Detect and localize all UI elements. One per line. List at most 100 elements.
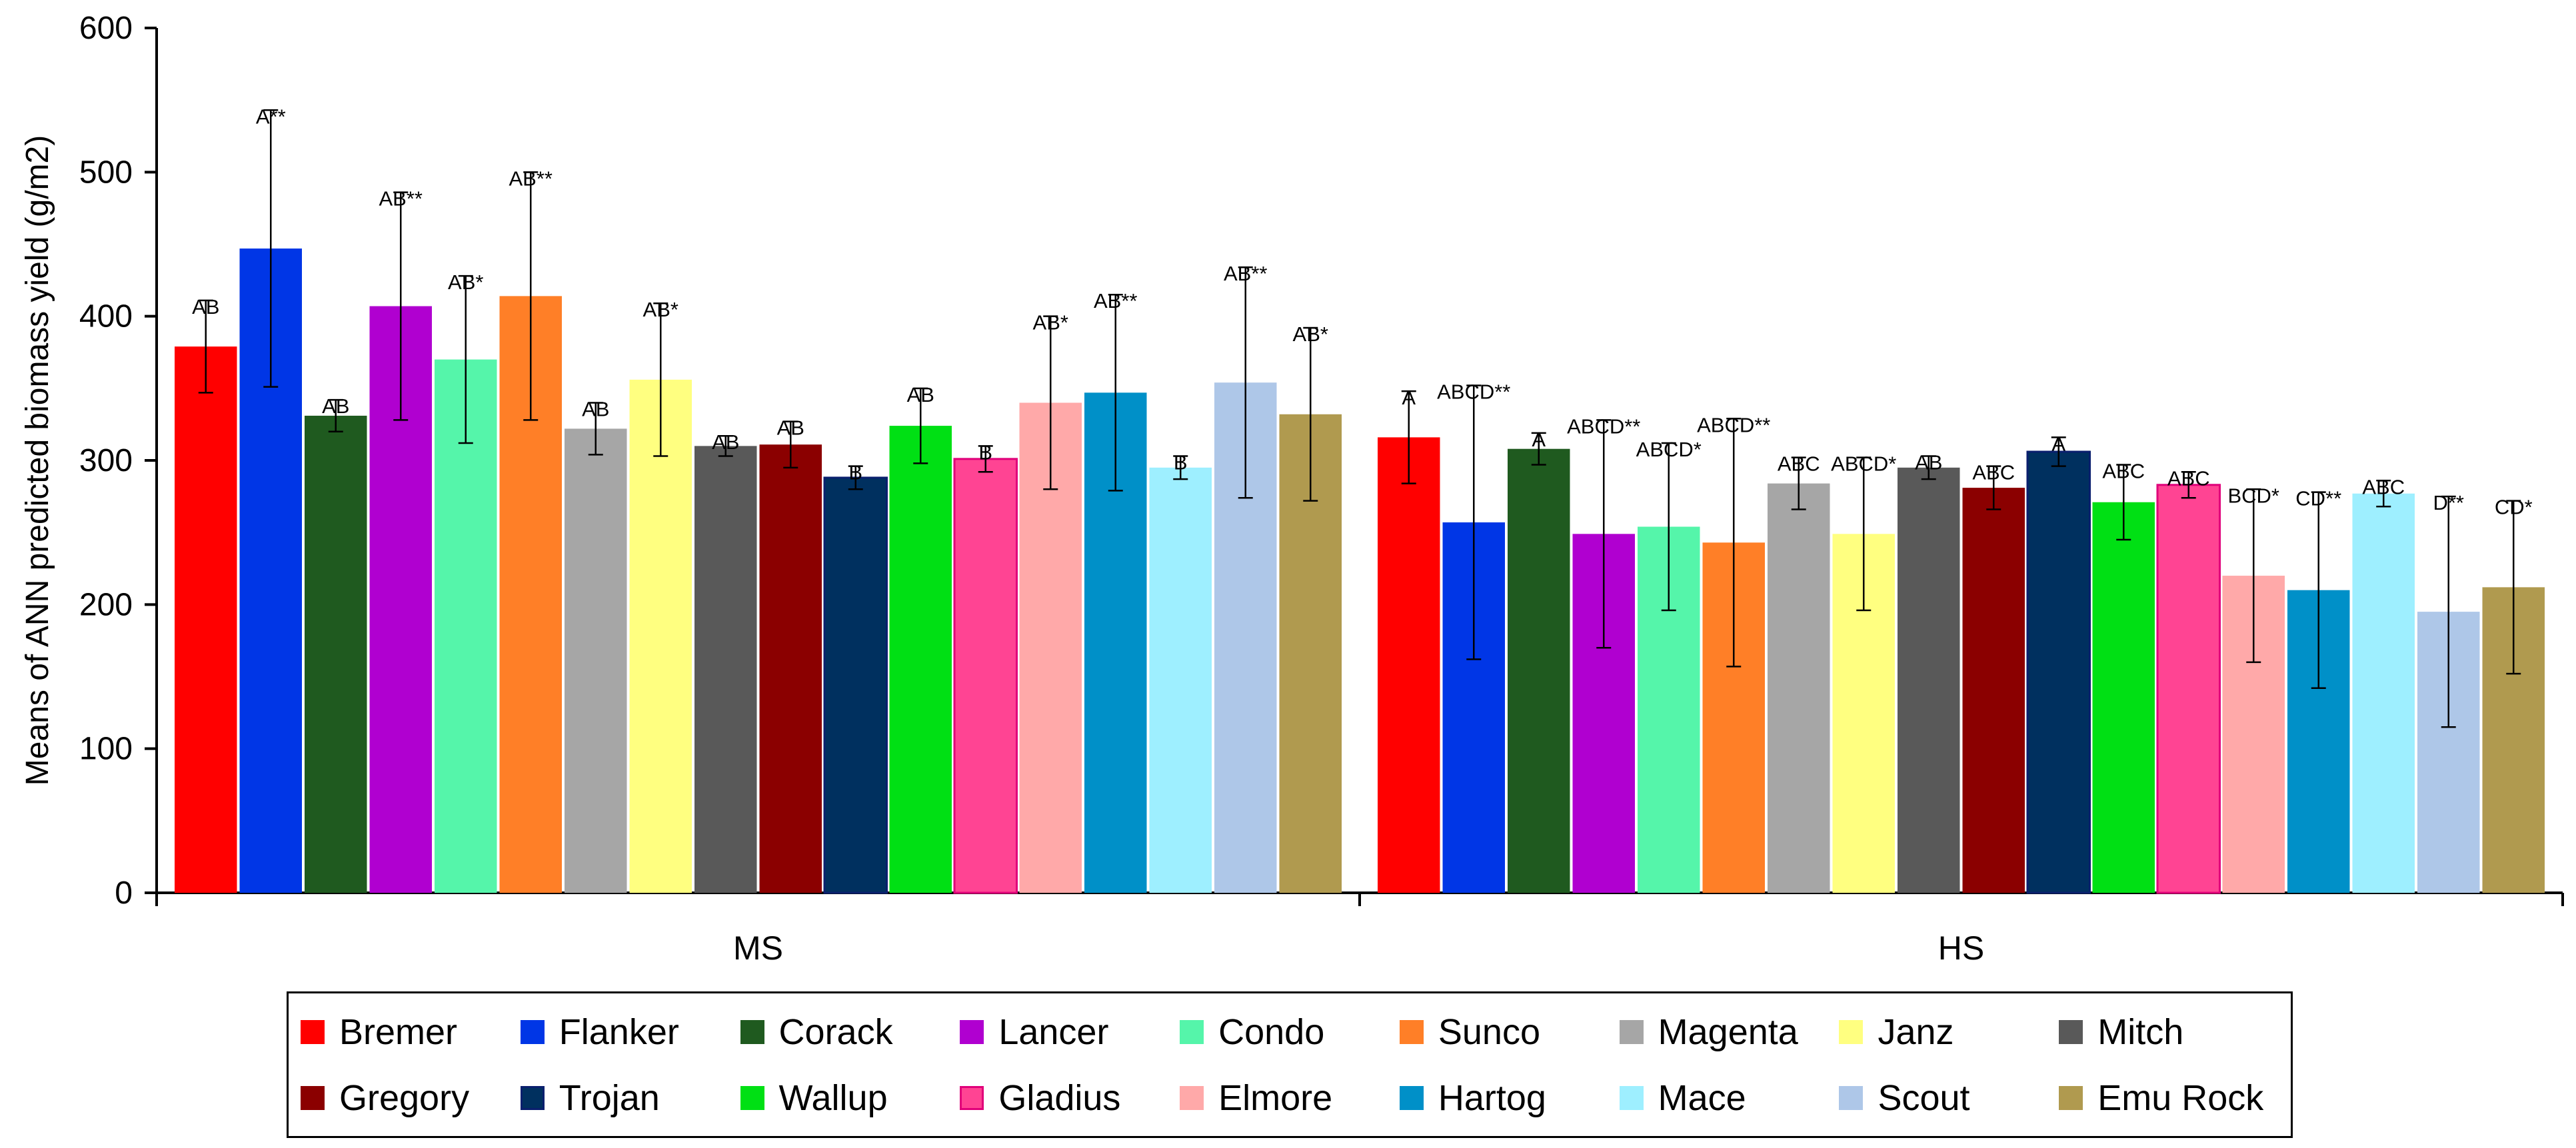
data-label: CD** bbox=[2295, 487, 2341, 510]
legend-item: Wallup bbox=[740, 1065, 960, 1131]
bar-gladius-hs bbox=[2156, 484, 2221, 894]
data-label: ABCD** bbox=[1567, 414, 1640, 438]
legend-swatch bbox=[1839, 1019, 1864, 1044]
bar-condo-ms bbox=[435, 359, 497, 893]
data-label: AB bbox=[582, 397, 609, 420]
bar-magenta-ms bbox=[565, 428, 627, 893]
data-label: ABCD** bbox=[1437, 380, 1510, 404]
bar-wallup-ms bbox=[889, 426, 952, 893]
legend-label: Hartog bbox=[1438, 1077, 1546, 1118]
data-label: ABC bbox=[1778, 452, 1820, 476]
legend-label: Gladius bbox=[998, 1077, 1121, 1118]
y-tick-label: 200 bbox=[79, 587, 133, 622]
data-label: D** bbox=[2433, 491, 2464, 514]
data-label: AB** bbox=[509, 167, 553, 190]
data-label: B bbox=[848, 461, 862, 484]
data-label: ABC bbox=[2102, 459, 2145, 482]
legend-swatch bbox=[2059, 1085, 2083, 1110]
bar-mace-hs bbox=[2352, 493, 2415, 893]
legend-item: Mitch bbox=[2059, 999, 2279, 1065]
legend-item: Flanker bbox=[520, 999, 740, 1065]
legend-item: Scout bbox=[1839, 1065, 2059, 1131]
data-label: ABC bbox=[1972, 461, 2015, 484]
y-tick-label: 400 bbox=[79, 299, 133, 334]
data-label: AB** bbox=[379, 187, 423, 211]
legend-item: Corack bbox=[740, 999, 960, 1065]
legend-item: Condo bbox=[1180, 999, 1400, 1065]
legend-label: Mitch bbox=[2097, 1011, 2184, 1052]
legend-swatch bbox=[1399, 1085, 1424, 1110]
data-label: AB bbox=[1915, 451, 1942, 474]
bar-gregory-hs bbox=[1962, 488, 2025, 893]
data-label: AB bbox=[322, 394, 349, 418]
data-label: AB bbox=[192, 295, 219, 318]
bar-trojan-hs bbox=[2026, 450, 2091, 894]
data-label: AB* bbox=[643, 298, 678, 321]
legend-label: Lancer bbox=[998, 1011, 1109, 1052]
legend-item: Trojan bbox=[520, 1065, 740, 1131]
data-label: AB* bbox=[1033, 311, 1068, 334]
legend-label: Gregory bbox=[339, 1077, 470, 1118]
legend-item: Bremer bbox=[301, 999, 521, 1065]
bar-trojan-ms bbox=[823, 476, 888, 894]
bar-janz-ms bbox=[629, 379, 692, 893]
legend-swatch bbox=[1619, 1085, 1644, 1110]
legend-swatch bbox=[960, 1085, 984, 1110]
legend-swatch bbox=[520, 1019, 545, 1044]
data-label: A bbox=[1402, 386, 1416, 409]
legend: Bremer Flanker Corack Lancer Condo Sunco Magen… bbox=[287, 991, 2293, 1138]
legend-swatch bbox=[520, 1085, 545, 1110]
bar-bremer-hs bbox=[1378, 437, 1440, 893]
y-tick-label: 100 bbox=[79, 732, 133, 767]
legend-label: Elmore bbox=[1218, 1077, 1333, 1118]
y-axis-label: Means of ANN predicted biomass yield (g/… bbox=[20, 135, 55, 786]
legend-swatch bbox=[740, 1085, 764, 1110]
legend-label: Bremer bbox=[339, 1011, 458, 1052]
legend-item: Gregory bbox=[301, 1065, 521, 1131]
legend-swatch bbox=[2059, 1019, 2083, 1044]
bar-mace-ms bbox=[1149, 467, 1212, 893]
data-label: ABCD* bbox=[1831, 452, 1896, 476]
legend-swatch bbox=[1180, 1019, 1204, 1044]
data-label: AB* bbox=[1293, 322, 1328, 346]
bar-wallup-hs bbox=[2092, 502, 2155, 893]
legend-label: Condo bbox=[1218, 1011, 1325, 1052]
legend-item: Hartog bbox=[1399, 1065, 1620, 1131]
data-label: A bbox=[1532, 428, 1546, 451]
data-label: ABC bbox=[2362, 475, 2405, 498]
legend-label: Flanker bbox=[559, 1011, 679, 1052]
legend-item: Lancer bbox=[960, 999, 1180, 1065]
legend-item: Gladius bbox=[960, 1065, 1180, 1131]
legend-label: Corack bbox=[778, 1011, 893, 1052]
bar-mitch-ms bbox=[694, 446, 757, 893]
legend-item: Janz bbox=[1839, 999, 2059, 1065]
data-label: AB bbox=[777, 416, 804, 440]
bar-corack-ms bbox=[305, 415, 367, 893]
bar-bremer-ms bbox=[175, 346, 237, 893]
data-label: A bbox=[2051, 432, 2065, 455]
legend-label: Scout bbox=[1878, 1077, 1970, 1118]
y-tick-label: 500 bbox=[79, 155, 133, 190]
data-label: BCD* bbox=[2227, 484, 2279, 507]
data-label: AB bbox=[907, 383, 934, 406]
bar-magenta-hs bbox=[1768, 483, 1830, 893]
legend-item: Mace bbox=[1619, 1065, 1840, 1131]
legend-swatch bbox=[1180, 1085, 1204, 1110]
bar-gladius-ms bbox=[953, 458, 1018, 894]
legend-item: Sunco bbox=[1399, 999, 1620, 1065]
bar-gregory-ms bbox=[759, 444, 822, 893]
data-label: A** bbox=[256, 105, 286, 128]
legend-label: Emu Rock bbox=[2097, 1077, 2264, 1118]
y-tick-label: 300 bbox=[79, 443, 133, 478]
bar-corack-hs bbox=[1508, 448, 1570, 893]
data-label: AB* bbox=[448, 271, 483, 294]
legend-label: Mace bbox=[1658, 1077, 1746, 1118]
y-tick-label: 0 bbox=[115, 875, 133, 911]
data-label: B bbox=[978, 440, 992, 464]
data-label: AB** bbox=[1224, 262, 1267, 285]
x-group-label: MS bbox=[733, 929, 783, 967]
y-tick-label: 600 bbox=[79, 11, 133, 46]
data-label: AB** bbox=[1094, 289, 1137, 312]
legend-item: Magenta bbox=[1619, 999, 1840, 1065]
legend-swatch bbox=[960, 1019, 984, 1044]
